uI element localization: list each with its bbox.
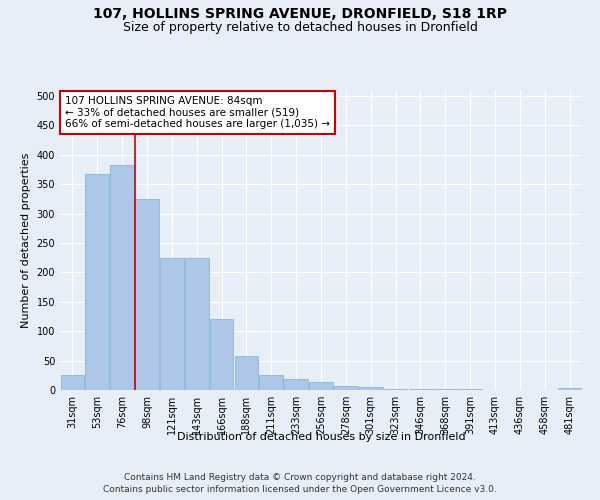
Text: Distribution of detached houses by size in Dronfield: Distribution of detached houses by size …	[176, 432, 466, 442]
Bar	[235, 356, 258, 390]
Bar	[110, 164, 134, 390]
Bar	[210, 320, 233, 390]
Text: Contains HM Land Registry data © Crown copyright and database right 2024.: Contains HM Land Registry data © Crown c…	[124, 472, 476, 482]
Text: Contains public sector information licensed under the Open Government Licence v3: Contains public sector information licen…	[103, 485, 497, 494]
Y-axis label: Number of detached properties: Number of detached properties	[21, 152, 31, 328]
Bar	[558, 388, 581, 390]
Bar	[135, 199, 159, 390]
Bar	[185, 258, 209, 390]
Bar	[85, 174, 109, 390]
Bar	[384, 389, 407, 390]
Bar	[259, 376, 283, 390]
Bar	[61, 376, 84, 390]
Bar	[409, 389, 432, 390]
Bar	[160, 258, 184, 390]
Bar	[309, 382, 333, 390]
Bar	[359, 387, 383, 390]
Text: 107 HOLLINS SPRING AVENUE: 84sqm
← 33% of detached houses are smaller (519)
66% : 107 HOLLINS SPRING AVENUE: 84sqm ← 33% o…	[65, 96, 330, 129]
Bar	[284, 380, 308, 390]
Text: Size of property relative to detached houses in Dronfield: Size of property relative to detached ho…	[122, 21, 478, 34]
Bar	[334, 386, 358, 390]
Text: 107, HOLLINS SPRING AVENUE, DRONFIELD, S18 1RP: 107, HOLLINS SPRING AVENUE, DRONFIELD, S…	[93, 8, 507, 22]
